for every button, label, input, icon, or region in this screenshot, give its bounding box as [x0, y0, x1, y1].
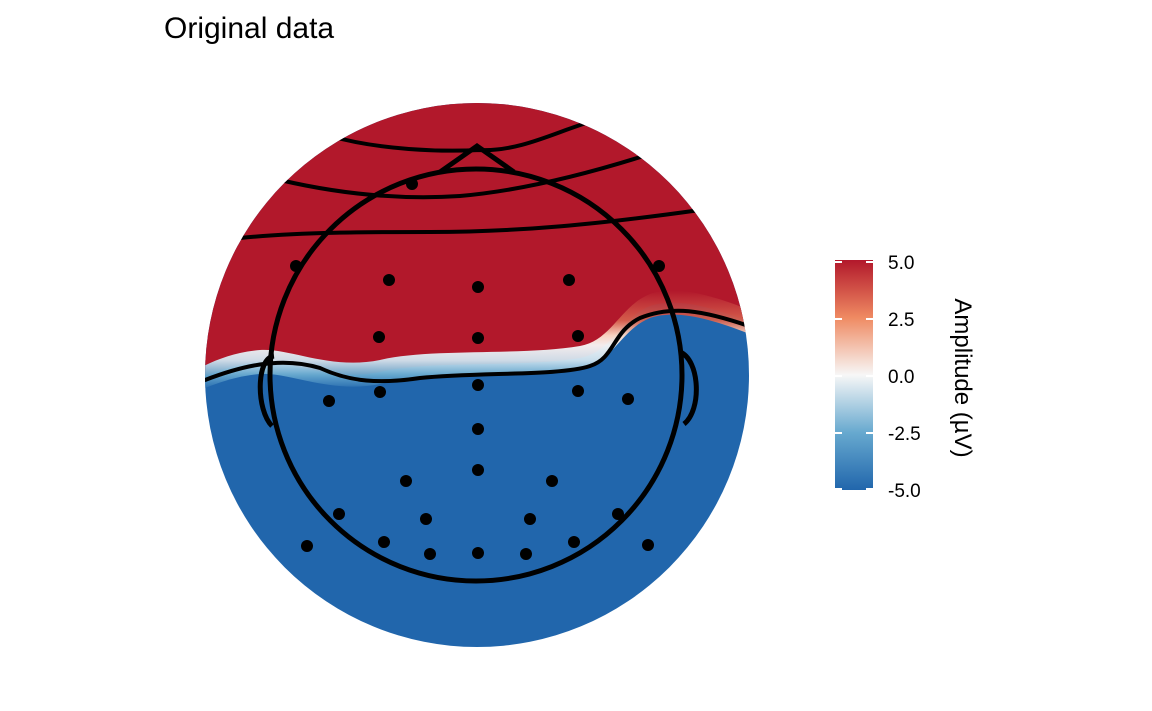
- chart-title: Original data: [164, 12, 335, 45]
- colorbar-ticks: [835, 261, 873, 490]
- electrode-dot: [323, 395, 335, 407]
- left-ear-icon: [257, 353, 275, 428]
- electrode-dot: [472, 464, 484, 476]
- electrode-dot: [572, 385, 584, 397]
- electrode-dot: [612, 508, 624, 520]
- electrode-dot: [546, 475, 558, 487]
- head-outline: [257, 142, 699, 584]
- electrode-dot: [290, 260, 302, 272]
- electrode-dot: [520, 548, 532, 560]
- electrode-dot: [374, 386, 386, 398]
- transition-band: [205, 290, 749, 390]
- nose-icon: [438, 142, 516, 175]
- legend-colorbar: 5.0 2.5 0.0 -2.5 -5.0: [835, 253, 921, 502]
- electrode-dot: [653, 260, 665, 272]
- electrode-dot: [568, 536, 580, 548]
- electrode-dot: [563, 274, 575, 286]
- legend-tick-label: 2.5: [888, 310, 914, 331]
- electrode-dot: [424, 548, 436, 560]
- electrode-dot: [420, 513, 432, 525]
- head-circle: [267, 166, 685, 584]
- electrode-dot: [572, 330, 584, 342]
- positive-region: [205, 103, 749, 378]
- amplitude-field: [205, 103, 749, 647]
- legend-title: Amplitude (µV): [949, 298, 976, 458]
- legend-tick-label: -5.0: [888, 481, 921, 502]
- legend-tick-label: -2.5: [888, 424, 921, 445]
- electrodes: [290, 178, 665, 560]
- legend-tick-label: 0.0: [888, 367, 914, 388]
- electrode-dot: [472, 547, 484, 559]
- electrode-dot: [383, 274, 395, 286]
- legend-tick-label: 5.0: [888, 253, 914, 274]
- right-ear-icon: [678, 349, 699, 426]
- electrode-dot: [472, 379, 484, 391]
- electrode-dot: [472, 423, 484, 435]
- electrode-dot: [301, 540, 313, 552]
- electrode-dot: [472, 281, 484, 293]
- electrode-dot: [373, 331, 385, 343]
- electrode-dot: [622, 393, 634, 405]
- electrode-dot: [400, 475, 412, 487]
- electrode-dot: [524, 513, 536, 525]
- electrode-dot: [406, 178, 418, 190]
- electrode-dot: [333, 508, 345, 520]
- electrode-dot: [378, 536, 390, 548]
- electrode-dot: [642, 539, 654, 551]
- electrode-dot: [472, 332, 484, 344]
